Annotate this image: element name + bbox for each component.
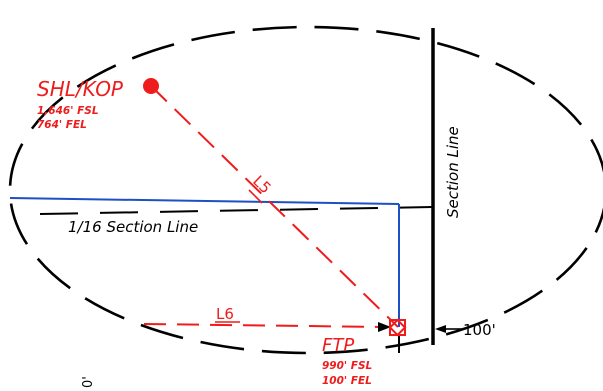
corner-fragment-text: 0' <box>81 376 96 388</box>
offset-label: 100' <box>463 321 496 339</box>
l5-underline <box>248 189 263 204</box>
section-line-label: Section Line <box>444 126 462 218</box>
blue-boundary-horizontal <box>9 197 400 205</box>
ftp-fel-label: 100' FEL <box>322 375 372 387</box>
offset-arrowhead <box>435 325 446 333</box>
shl-fsl-label: 1,646' FSL <box>37 105 99 117</box>
sixteenth-section-line <box>39 206 433 215</box>
l6-label: L6 <box>216 305 234 323</box>
shl-kop-point <box>143 78 159 94</box>
shl-fel-label: 764' FEL <box>37 119 87 131</box>
shl-kop-label: SHL/KOP <box>37 77 124 101</box>
sixteenth-section-line-label: 1/16 Section Line <box>68 218 198 236</box>
ftp-marker-diamond <box>388 318 407 337</box>
l5-line <box>150 85 399 328</box>
ftp-fsl-label: 990' FSL <box>322 360 372 372</box>
l6-arrowhead <box>378 322 391 332</box>
ftp-label: FTP <box>322 335 354 356</box>
dashed-ellipse-boundary <box>8 25 603 355</box>
l6-line <box>143 323 387 328</box>
